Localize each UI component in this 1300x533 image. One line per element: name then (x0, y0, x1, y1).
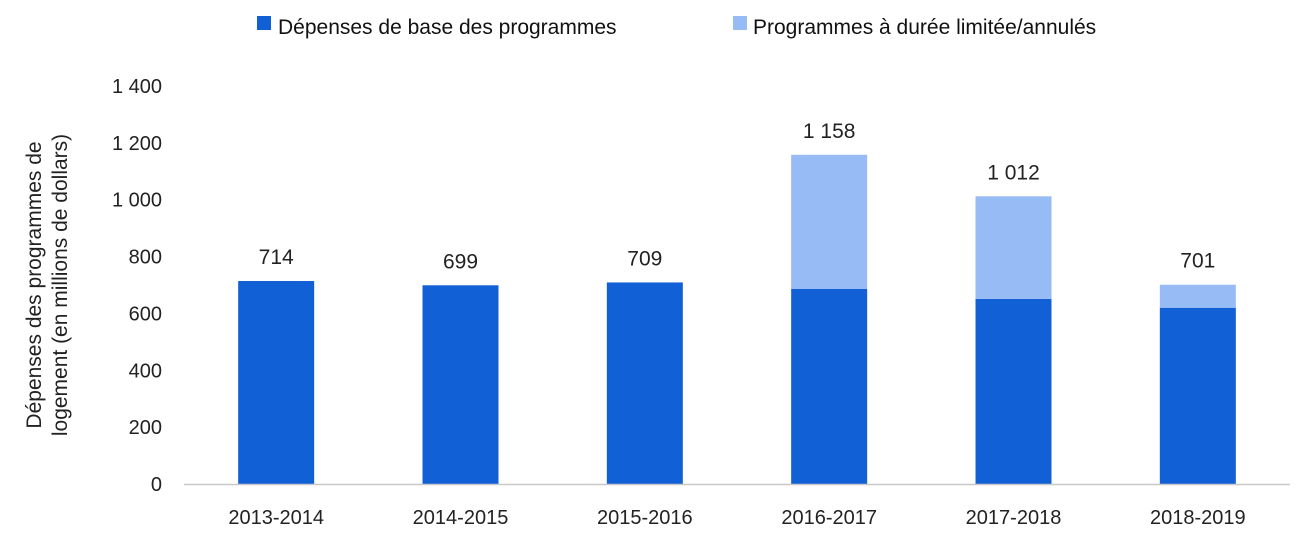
bar-total-label: 709 (627, 247, 662, 270)
bar-base-2013-2014 (238, 281, 315, 484)
legend: Dépenses de base des programmes Programm… (257, 16, 1096, 39)
bar-base-2017-2018 (975, 298, 1052, 484)
x-tick-label: 2016-2017 (781, 507, 877, 529)
bar-base-2015-2016 (606, 282, 683, 484)
x-tick-label: 2018-2019 (1150, 507, 1246, 529)
bars (238, 154, 1236, 484)
y-tick-label: 600 (129, 303, 162, 325)
y-tick-label: 1 000 (112, 190, 162, 212)
y-axis-title: Dépenses des programmes de logement (en … (23, 134, 72, 436)
legend-swatch-base (257, 16, 271, 30)
x-tick-label: 2015-2016 (597, 507, 693, 529)
legend-swatch-limited (733, 16, 747, 30)
bar-base-2018-2019 (1159, 307, 1236, 484)
bar-total-label: 1 158 (803, 120, 856, 143)
bar-total-label: 714 (259, 246, 294, 269)
y-axis-title-line-1: Dépenses des programmes de (23, 141, 46, 428)
y-tick-label: 1 200 (112, 133, 162, 155)
y-tick-label: 0 (151, 474, 162, 496)
bar-total-label: 699 (443, 250, 478, 273)
x-tick-label: 2017-2018 (966, 507, 1062, 529)
bar-base-2014-2015 (422, 285, 499, 484)
bar-base-2016-2017 (791, 288, 868, 484)
bar-limited-2018-2019 (1159, 284, 1236, 308)
bar-total-label: 1 012 (987, 161, 1040, 184)
y-tick-label: 1 400 (112, 76, 162, 98)
y-tick-label: 200 (129, 417, 162, 439)
x-tick-label: 2014-2015 (413, 507, 509, 529)
y-tick-label: 400 (129, 360, 162, 382)
y-tick-label: 800 (129, 247, 162, 269)
y-axis-ticks: 0 200 400 600 800 1 000 1 200 1 400 (112, 76, 162, 496)
legend-label-limited: Programmes à durée limitée/annulés (753, 16, 1096, 39)
bar-limited-2016-2017 (791, 154, 868, 289)
legend-label-base: Dépenses de base des programmes (278, 16, 617, 39)
x-axis-ticks: 2013-2014 2014-2015 2015-2016 2016-2017 2017… (228, 507, 1245, 529)
bar-total-label: 701 (1180, 250, 1215, 273)
x-tick-label: 2013-2014 (228, 507, 324, 529)
bar-limited-2017-2018 (975, 196, 1052, 299)
data-labels: 714 699 709 1 158 1 012 701 (259, 120, 1216, 273)
y-axis-title-line-2: logement (en millions de dollars) (49, 134, 72, 436)
